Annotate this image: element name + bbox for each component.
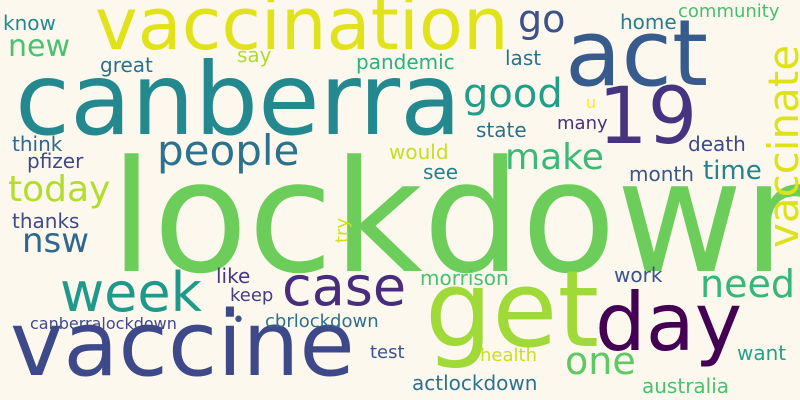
word-thanks: thanks bbox=[12, 209, 80, 233]
word-need: need bbox=[700, 262, 795, 306]
word-go: go bbox=[518, 0, 566, 41]
word-act: act bbox=[565, 0, 709, 107]
word-great: great bbox=[100, 53, 153, 77]
word-home: home bbox=[620, 10, 677, 34]
word-state: state bbox=[476, 118, 527, 142]
word-pandemic: pandemic bbox=[356, 50, 455, 74]
word-try: try bbox=[332, 217, 353, 243]
word-time: time bbox=[703, 156, 762, 186]
word-work: work bbox=[614, 263, 663, 287]
word-death: death bbox=[688, 132, 746, 156]
word-nsw: nsw bbox=[22, 221, 90, 261]
word-australia: australia bbox=[642, 374, 730, 398]
word-canberra: canberra bbox=[15, 41, 462, 158]
word-vaccination: vaccination bbox=[95, 0, 509, 66]
word-actlockdown: actlockdown bbox=[412, 371, 538, 395]
word-today: today bbox=[8, 169, 111, 210]
word-week: week bbox=[60, 261, 202, 324]
word-would: would bbox=[389, 140, 449, 164]
word-morrison: morrison bbox=[420, 266, 509, 290]
word-keep: keep bbox=[230, 285, 274, 306]
word-case: case bbox=[282, 255, 407, 318]
word-u: u bbox=[586, 93, 597, 112]
word-19: 19 bbox=[598, 72, 698, 162]
word-make: make bbox=[505, 137, 604, 178]
word-last: last bbox=[505, 46, 542, 70]
word-one: one bbox=[565, 339, 636, 383]
word-want: want bbox=[737, 341, 787, 365]
word-see: see bbox=[423, 160, 459, 184]
word-think: think bbox=[12, 132, 63, 156]
word-canberralockdown: canberralockdown bbox=[30, 314, 177, 333]
word-people: people bbox=[157, 126, 300, 175]
word-pfizer: pfizer bbox=[27, 149, 84, 173]
word-many: many bbox=[557, 113, 608, 134]
word-health: health bbox=[480, 345, 537, 366]
word-month: month bbox=[629, 162, 694, 186]
word-vaccinate: vaccinate bbox=[759, 44, 800, 248]
word-new: new bbox=[8, 29, 71, 64]
word-vaccine: vaccine bbox=[10, 292, 355, 397]
word-community: community bbox=[678, 1, 780, 22]
word-test: test bbox=[370, 342, 405, 363]
word-get: get bbox=[425, 248, 600, 371]
word-day: day bbox=[595, 276, 743, 369]
word-like: like bbox=[216, 264, 251, 288]
word-cbrlockdown: cbrlockdown bbox=[265, 311, 379, 332]
word-say: say bbox=[237, 43, 272, 67]
word-good: good bbox=[463, 71, 563, 117]
word-know: know bbox=[3, 11, 56, 35]
word-lockdown: lockdown bbox=[110, 127, 800, 308]
word-bullet: • bbox=[232, 308, 245, 333]
